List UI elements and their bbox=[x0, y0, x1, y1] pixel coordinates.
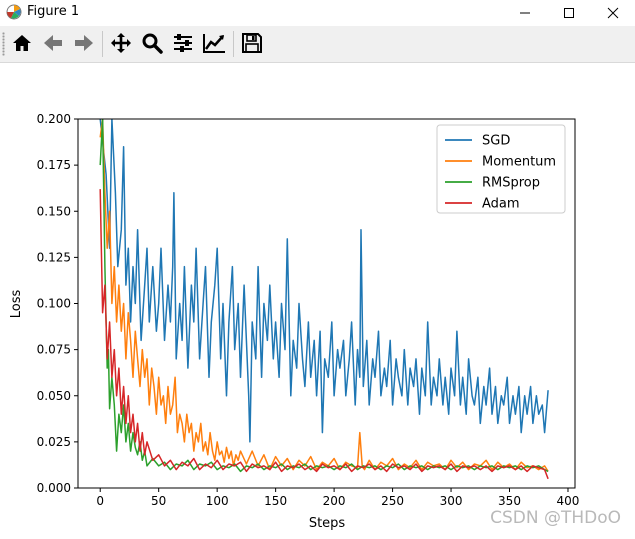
maximize-button[interactable] bbox=[547, 0, 591, 26]
minimize-icon bbox=[520, 12, 530, 14]
back-button[interactable] bbox=[40, 30, 66, 56]
legend-box bbox=[436, 124, 566, 214]
legend-label-sgd: SGD bbox=[482, 134, 510, 149]
zoom-icon bbox=[142, 33, 163, 54]
window-titlebar: Figure 1 bbox=[0, 0, 635, 26]
zoom-button[interactable] bbox=[139, 30, 165, 56]
legend-label-momentum: Momentum bbox=[482, 155, 556, 170]
navigation-toolbar bbox=[0, 26, 635, 63]
home-button[interactable] bbox=[9, 30, 35, 56]
forward-button[interactable] bbox=[71, 30, 97, 56]
save-button[interactable] bbox=[239, 30, 265, 56]
close-button[interactable] bbox=[591, 0, 635, 26]
loss-chart: 0 50 100 150 200 250 300 350 400 0.000 0.025 0.050… bbox=[9, 112, 580, 531]
edit-axis-icon bbox=[203, 34, 225, 53]
watermark: CSDN @THDoO bbox=[490, 508, 621, 528]
matplotlib-icon bbox=[6, 4, 22, 20]
legend: SGD Momentum RMSprop Adam bbox=[436, 124, 566, 214]
x-tick-label: 250 bbox=[381, 494, 404, 508]
y-tick-label: 0.100 bbox=[37, 297, 71, 311]
back-arrow-icon bbox=[44, 35, 62, 51]
toolbar-separator bbox=[102, 31, 103, 57]
x-tick-label: 350 bbox=[498, 494, 521, 508]
maximize-icon bbox=[564, 8, 574, 18]
y-axis-label: Loss bbox=[9, 290, 24, 319]
forward-arrow-icon bbox=[75, 35, 93, 51]
x-tick-label: 400 bbox=[557, 494, 580, 508]
y-tick-label: 0.150 bbox=[37, 204, 71, 218]
x-tick-label: 50 bbox=[151, 494, 166, 508]
y-tick-label: 0.000 bbox=[37, 481, 71, 495]
legend-label-adam: Adam bbox=[482, 197, 520, 212]
series-line-adam bbox=[99, 189, 549, 480]
y-tick-label: 0.200 bbox=[37, 112, 71, 126]
x-tick-label: 200 bbox=[323, 494, 346, 508]
home-icon bbox=[13, 35, 31, 51]
window-title: Figure 1 bbox=[27, 4, 80, 19]
y-tick-label: 0.075 bbox=[37, 343, 71, 357]
series-line-momentum bbox=[99, 119, 549, 472]
y-tick-label: 0.050 bbox=[37, 389, 71, 403]
x-tick-label: 0 bbox=[96, 494, 104, 508]
x-tick-label: 300 bbox=[440, 494, 463, 508]
y-tick-label: 0.125 bbox=[37, 250, 71, 264]
figure-canvas: 0 50 100 150 200 250 300 350 400 0.000 0.025 0.050… bbox=[0, 63, 635, 535]
x-axis-label: Steps bbox=[309, 516, 346, 531]
toolbar-separator bbox=[233, 31, 234, 57]
pan-icon bbox=[111, 33, 131, 53]
y-tick-label: 0.175 bbox=[37, 158, 71, 172]
close-icon bbox=[607, 7, 619, 19]
subplots-icon bbox=[174, 34, 192, 52]
subplots-button[interactable] bbox=[170, 30, 196, 56]
minimize-button[interactable] bbox=[503, 0, 547, 26]
series-line-sgd bbox=[99, 119, 549, 443]
x-tick-label: 100 bbox=[206, 494, 229, 508]
x-tick-label: 150 bbox=[264, 494, 287, 508]
y-tick-label: 0.025 bbox=[37, 435, 71, 449]
edit-axis-button[interactable] bbox=[201, 30, 227, 56]
toolbar-grip bbox=[2, 32, 5, 56]
pan-button[interactable] bbox=[108, 30, 134, 56]
legend-label-rmsprop: RMSprop bbox=[482, 176, 540, 191]
save-icon bbox=[242, 33, 262, 53]
